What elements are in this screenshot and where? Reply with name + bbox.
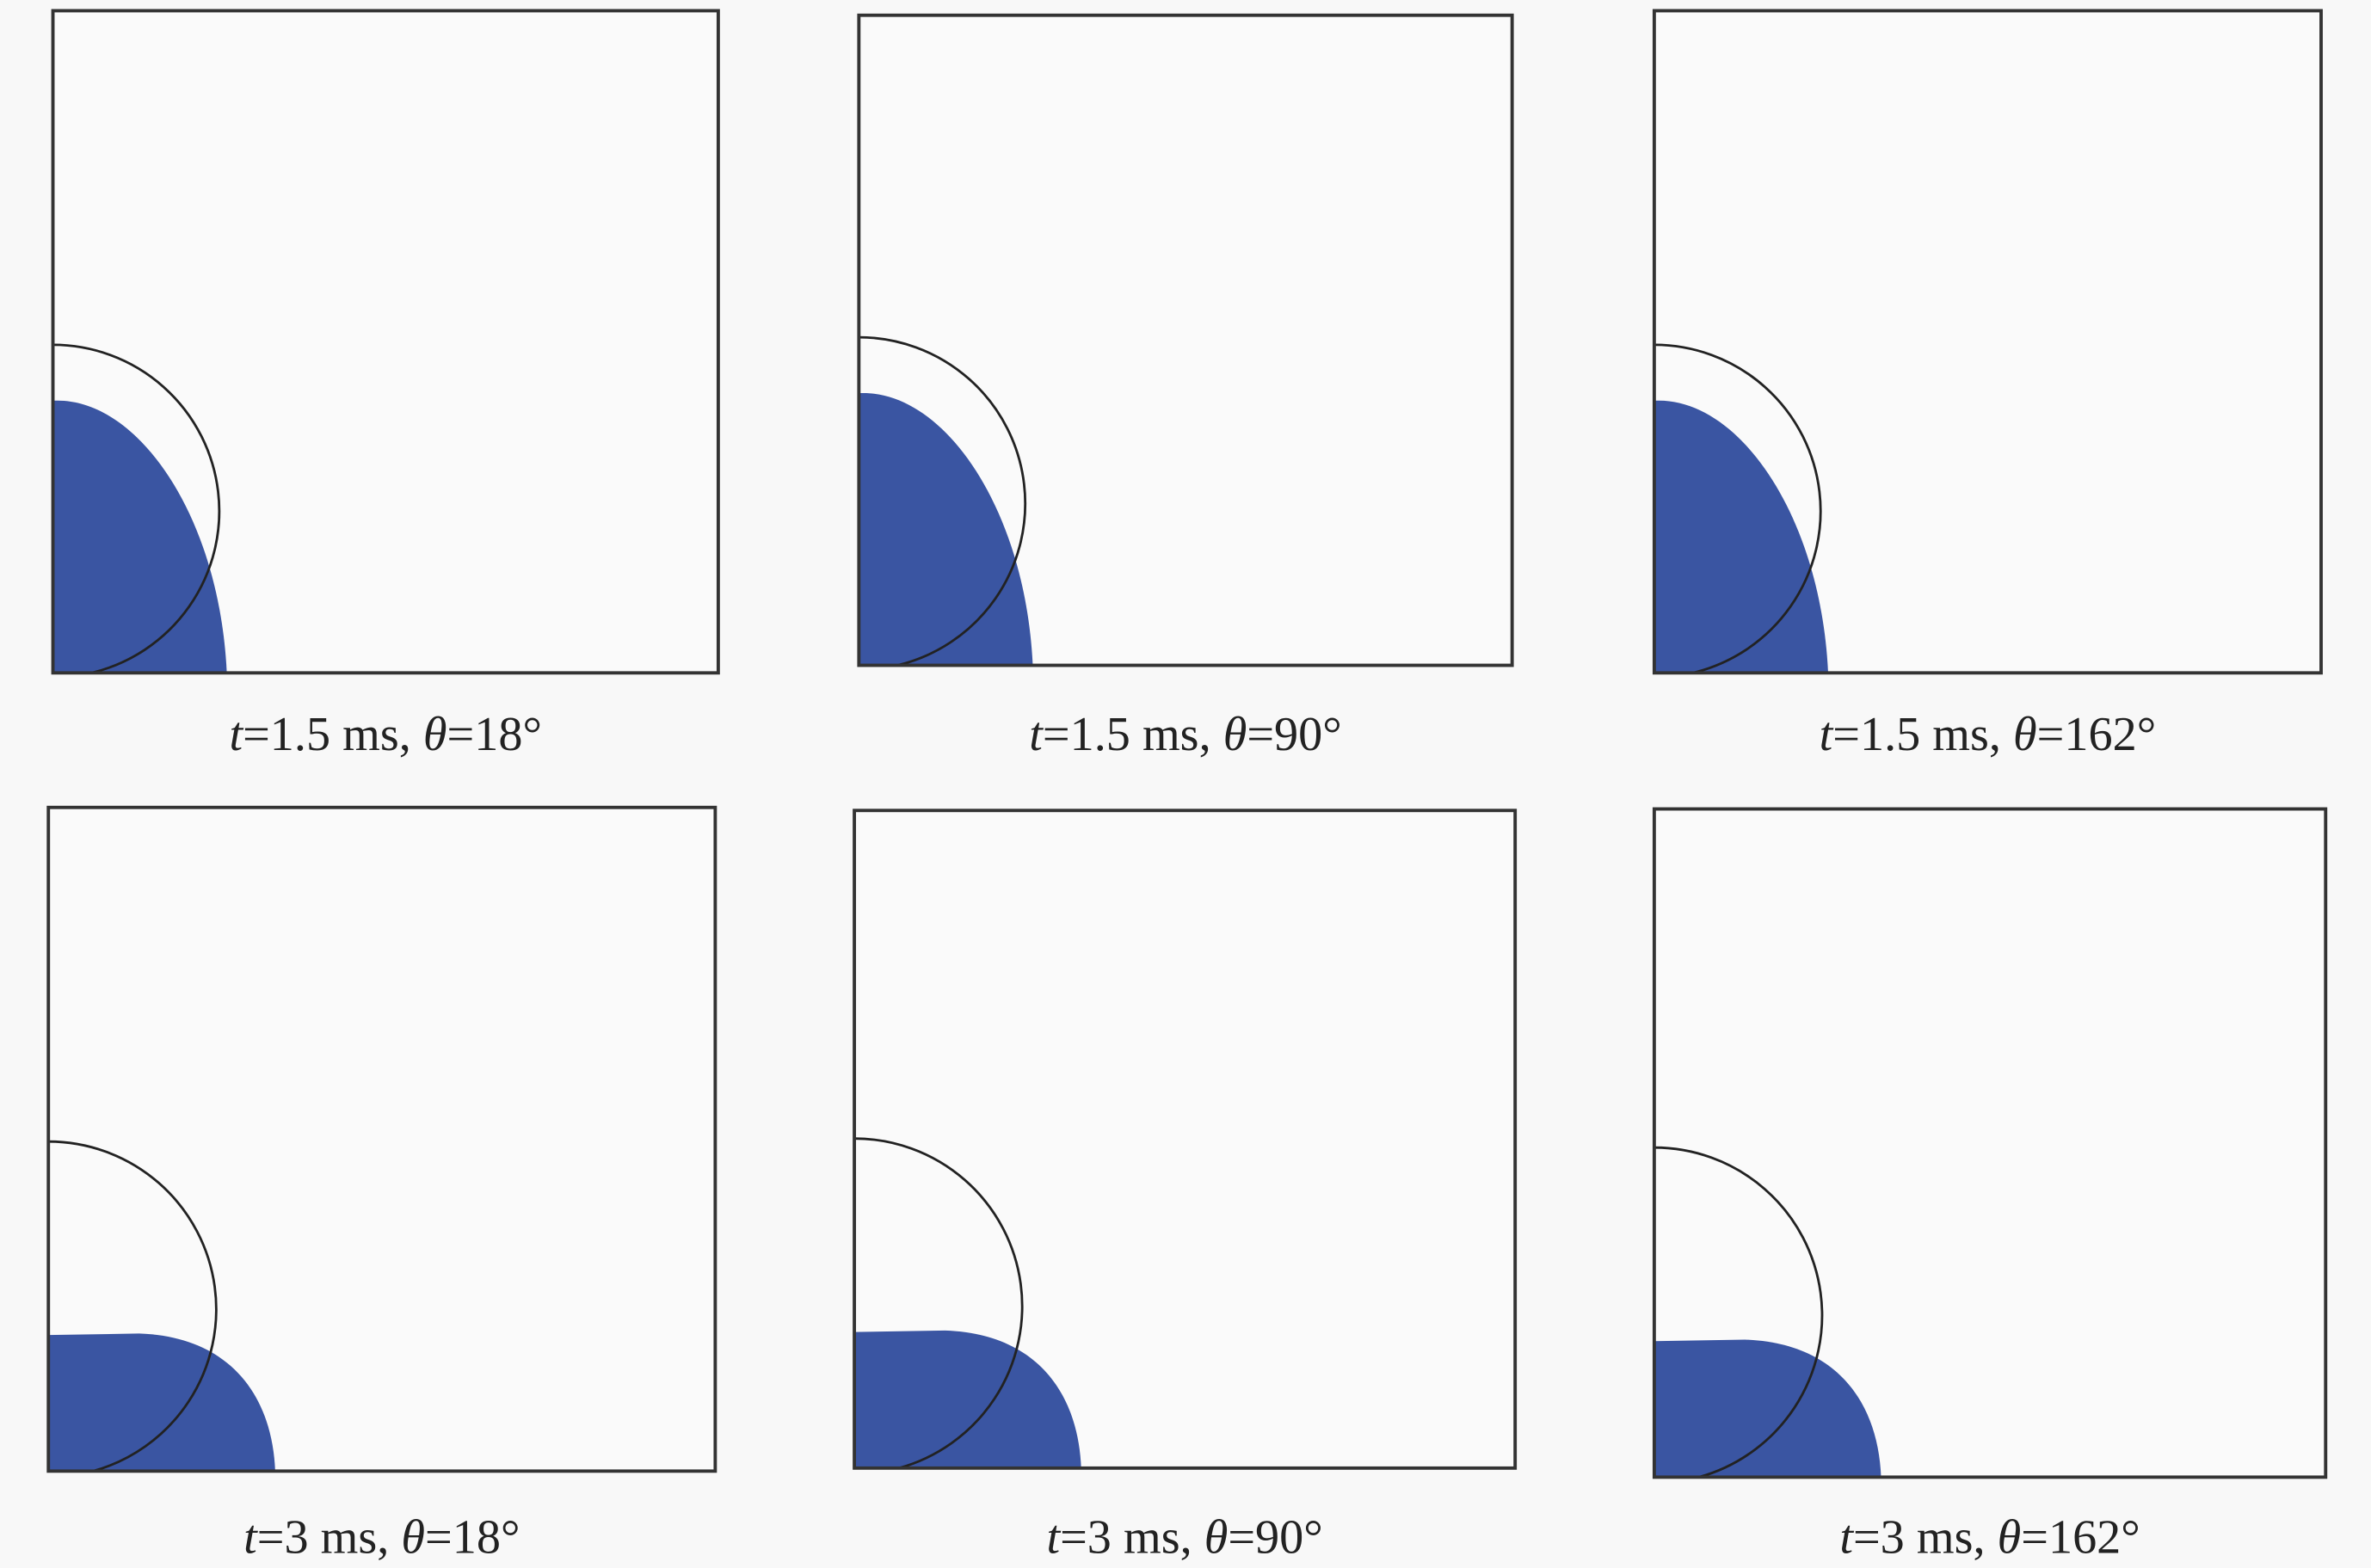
- caption-theta-value: =162°: [2037, 708, 2157, 761]
- droplet-shape: [52, 400, 227, 673]
- caption-t-symbol: t: [1046, 1510, 1061, 1564]
- caption-theta-value: =18°: [447, 708, 542, 761]
- caption-t-value: =3 ms,: [1853, 1510, 1998, 1564]
- simulation-panel: t=3 ms, θ=162°: [1652, 807, 2328, 1564]
- panel-caption: t=1.5 ms, θ=162°: [1820, 708, 2157, 761]
- initial-droplet-outline: [854, 1137, 1024, 1470]
- panel-caption: t=1.5 ms, θ=90°: [1029, 708, 1341, 761]
- simulation-panel: t=3 ms, θ=18°: [46, 805, 717, 1564]
- caption-t-value: =3 ms,: [257, 1510, 402, 1564]
- caption-t-symbol: t: [229, 708, 243, 761]
- caption-theta-symbol: θ: [1223, 708, 1247, 761]
- initial-droplet-outline: [52, 343, 221, 674]
- caption-t-value: =1.5 ms,: [1832, 708, 2013, 761]
- caption-theta-value: =90°: [1228, 1510, 1322, 1564]
- caption-theta-symbol: θ: [2013, 708, 2037, 761]
- caption-theta-value: =18°: [425, 1510, 520, 1564]
- initial-droplet-outline: [1654, 1146, 1824, 1479]
- droplet-shape: [859, 392, 1033, 666]
- initial-droplet-outline: [48, 1140, 218, 1473]
- simulation-panel: t=1.5 ms, θ=90°: [857, 13, 1514, 761]
- caption-t-symbol: t: [1820, 708, 1834, 761]
- initial-droplet-outline: [1654, 343, 1822, 674]
- simulation-panel: t=1.5 ms, θ=162°: [1652, 9, 2323, 761]
- initial-droplet-outline: [859, 335, 1027, 667]
- caption-theta-symbol: θ: [401, 1510, 425, 1564]
- caption-theta-symbol: θ: [1998, 1510, 2022, 1564]
- caption-theta-value: =162°: [2021, 1510, 2140, 1564]
- caption-t-value: =1.5 ms,: [243, 708, 423, 761]
- caption-t-value: =1.5 ms,: [1043, 708, 1223, 761]
- caption-t-symbol: t: [243, 1510, 258, 1564]
- droplet-shape: [1654, 400, 1829, 673]
- panel-caption: t=3 ms, θ=90°: [1046, 1510, 1322, 1564]
- caption-t-symbol: t: [1839, 1510, 1854, 1564]
- simulation-panel: t=3 ms, θ=90°: [853, 809, 1518, 1564]
- droplet-shape: [48, 1333, 275, 1472]
- panel-frame: [51, 9, 720, 675]
- panel-frame: [853, 809, 1518, 1470]
- caption-theta-symbol: θ: [1204, 1510, 1229, 1564]
- panel-frame: [1652, 9, 2323, 675]
- droplet-shape: [1654, 1339, 1881, 1478]
- caption-t-value: =3 ms,: [1060, 1510, 1204, 1564]
- caption-t-symbol: t: [1029, 708, 1044, 761]
- panel-frame: [857, 13, 1514, 667]
- panel-caption: t=1.5 ms, θ=18°: [229, 708, 542, 761]
- panel-caption: t=3 ms, θ=162°: [1839, 1510, 2140, 1564]
- droplet-shape: [854, 1330, 1081, 1468]
- simulation-panel: t=1.5 ms, θ=18°: [51, 9, 720, 761]
- panel-frame: [46, 805, 717, 1473]
- panel-frame: [1652, 807, 2328, 1479]
- panel-caption: t=3 ms, θ=18°: [243, 1510, 520, 1564]
- caption-theta-value: =90°: [1247, 708, 1341, 761]
- caption-theta-symbol: θ: [423, 708, 447, 761]
